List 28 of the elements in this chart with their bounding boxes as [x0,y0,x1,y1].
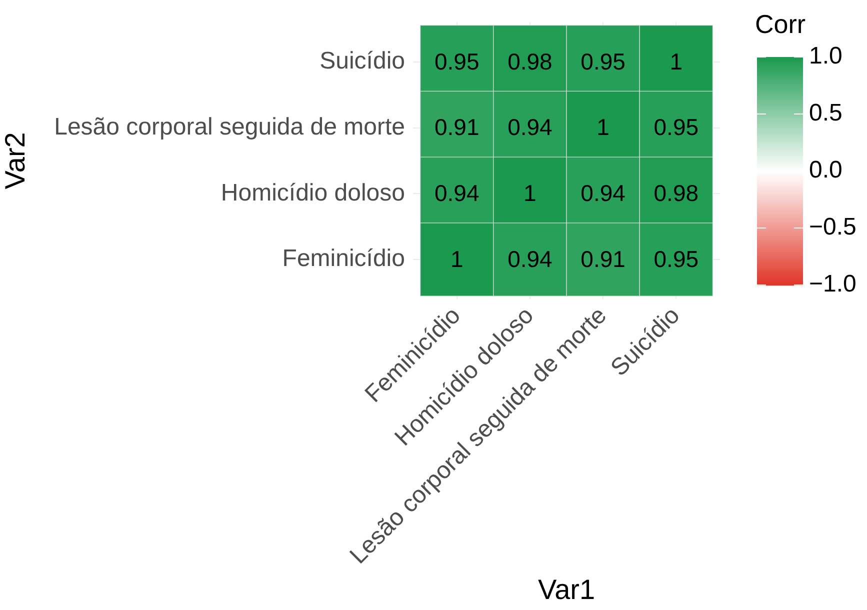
x-axis-title: Var1 [538,574,596,605]
legend-title: Corr [755,9,806,40]
color-bar-label: 1.0 [809,42,842,70]
data-label: 0.91 [434,114,480,140]
data-label: 0.94 [508,114,553,140]
data-label: 0.95 [654,246,699,272]
data-label: 0.95 [654,114,699,140]
color-bar-label: −0.5 [809,214,856,241]
y-tick-label: Lesão corporal seguida de morte [54,113,405,140]
data-label: 0.94 [434,180,480,206]
y-tick-label: Homicídio doloso [220,179,405,206]
data-label: 0.94 [508,246,553,272]
data-label: 1 [450,246,464,272]
y-tick-label: Suicídio [320,48,405,75]
data-label: 0.95 [434,48,480,74]
color-bar-label: 0.0 [809,156,842,184]
y-axis-title: Var2 [0,132,31,190]
data-label: 0.91 [580,246,626,272]
data-label: 1 [670,48,683,74]
data-label: 0.98 [508,48,552,74]
data-label: 0.94 [580,180,626,206]
y-tick-label: Feminicídio [282,245,405,272]
color-bar-label: −1.0 [809,270,856,298]
color-bar-label: 0.5 [809,100,842,127]
data-label: 1 [596,114,610,140]
data-label: 0.95 [580,48,626,74]
data-label: 1 [524,180,536,206]
data-label: 0.98 [654,180,699,206]
